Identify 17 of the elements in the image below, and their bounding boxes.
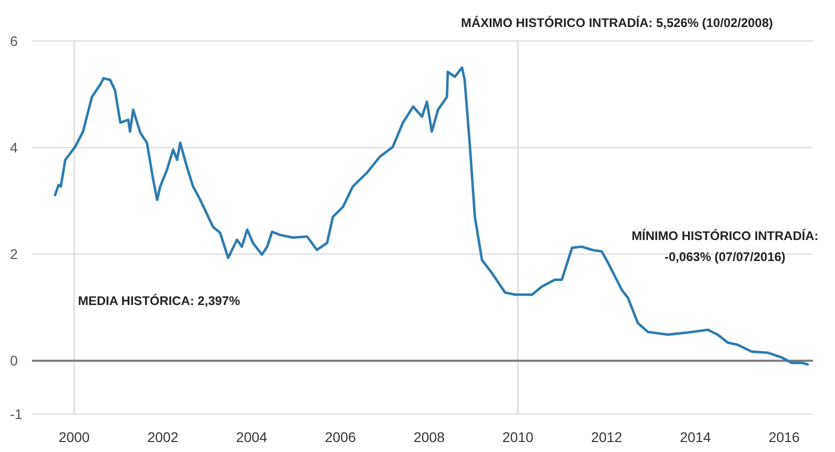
x-tick-label: 2014 (680, 429, 712, 445)
x-tick-label: 2016 (768, 429, 800, 445)
x-tick-label: 2010 (502, 429, 534, 445)
x-tick-label: 2002 (147, 429, 179, 445)
annotation: MEDIA HISTÓRICA: 2,397% (78, 293, 240, 308)
y-tick-label: -1 (10, 406, 23, 422)
text: MÁXIMO HISTÓRICO INTRADÍA: 5,526% (10/02/2008) (461, 15, 773, 30)
y-tick-label: 4 (10, 139, 18, 156)
x-tick-label: 2006 (324, 429, 356, 445)
annotation: MÍNIMO HISTÓRICO INTRADÍA: -0,063% (07/07/2016) (632, 228, 818, 264)
y-tick-label: 0 (10, 352, 18, 369)
x-tick-label: 2008 (414, 429, 445, 445)
x-tick-label: 2012 (591, 429, 622, 445)
x-tick-label: 2004 (236, 429, 268, 445)
y-tick-label: 2 (10, 246, 18, 262)
y-tick-label: 6 (10, 32, 18, 49)
x-tick-label: 2000 (58, 429, 90, 445)
